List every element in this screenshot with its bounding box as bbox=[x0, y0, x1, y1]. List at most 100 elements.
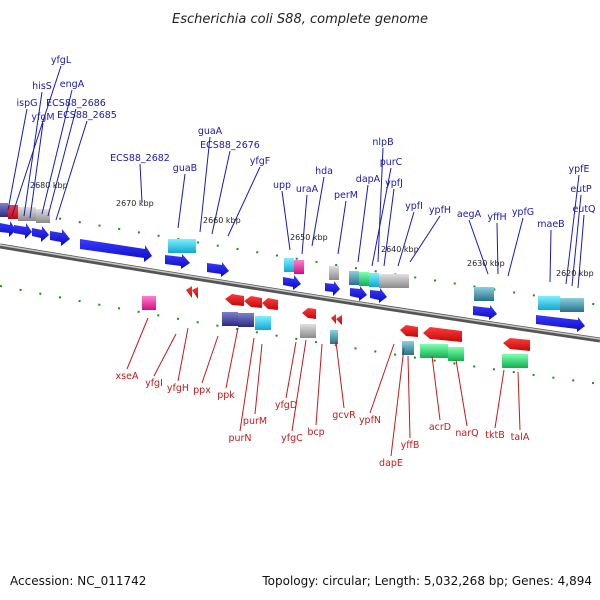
feature-box[interactable] bbox=[474, 287, 494, 301]
reverse-gene-label[interactable]: yfgC bbox=[281, 433, 303, 444]
forward-gene-label[interactable]: nlpB bbox=[372, 137, 393, 148]
reverse-gene-arrow[interactable] bbox=[244, 296, 262, 308]
forward-gene-label[interactable]: yffH bbox=[487, 212, 506, 223]
forward-gene-label[interactable]: uraA bbox=[296, 184, 319, 195]
forward-gene-label[interactable]: ypfH bbox=[429, 205, 451, 216]
feature-box[interactable] bbox=[255, 316, 271, 330]
forward-gene-arrow[interactable] bbox=[32, 226, 49, 242]
forward-gene-label[interactable]: hisS bbox=[32, 81, 52, 92]
forward-gene-label[interactable]: eutP bbox=[570, 184, 592, 195]
forward-gene-arrows bbox=[0, 221, 585, 332]
reverse-gene-label[interactable]: talA bbox=[511, 432, 530, 443]
forward-gene-arrow[interactable] bbox=[283, 275, 301, 290]
forward-gene-arrow[interactable] bbox=[536, 315, 585, 332]
reverse-gene-label[interactable]: dapE bbox=[379, 458, 403, 469]
forward-gene-label[interactable]: hda bbox=[315, 166, 333, 177]
reverse-gene-label[interactable]: purN bbox=[228, 433, 251, 444]
forward-gene-label[interactable]: ispG bbox=[17, 98, 38, 109]
forward-gene-arrow[interactable] bbox=[80, 239, 152, 262]
reverse-gene-arrow[interactable] bbox=[423, 327, 462, 342]
feature-box[interactable] bbox=[222, 312, 238, 326]
forward-gene-label[interactable]: engA bbox=[60, 79, 85, 90]
reverse-gene-label[interactable]: yfgH bbox=[167, 383, 189, 394]
reverse-gene-label[interactable]: ppk bbox=[217, 390, 235, 401]
forward-gene-arrow[interactable] bbox=[350, 286, 367, 301]
feature-box[interactable] bbox=[448, 347, 464, 361]
feature-box[interactable] bbox=[502, 354, 528, 368]
forward-gene-label[interactable]: upp bbox=[273, 180, 291, 191]
forward-gene-label[interactable]: ypfG bbox=[512, 207, 534, 218]
forward-leader-line bbox=[371, 167, 392, 267]
feature-box[interactable] bbox=[36, 209, 50, 223]
forward-gene-label[interactable]: dapA bbox=[356, 174, 381, 185]
feature-box[interactable] bbox=[560, 298, 584, 312]
reverse-gene-label[interactable]: gcvR bbox=[332, 410, 356, 421]
reverse-gene-label[interactable]: yfgD bbox=[275, 400, 297, 411]
feature-box[interactable] bbox=[402, 341, 414, 355]
forward-gene-arrow[interactable] bbox=[325, 281, 340, 296]
forward-gene-label[interactable]: ypfJ bbox=[385, 178, 403, 189]
forward-gene-arrow[interactable] bbox=[14, 223, 32, 239]
forward-gene-label[interactable]: ypfE bbox=[569, 164, 590, 175]
reverse-gene-arrow[interactable] bbox=[225, 294, 244, 306]
feature-box[interactable] bbox=[284, 258, 294, 272]
forward-gene-label[interactable]: yfgL bbox=[51, 55, 72, 66]
forward-gene-label[interactable]: eutQ bbox=[572, 204, 595, 215]
forward-gene-arrow[interactable] bbox=[165, 254, 190, 269]
feature-box[interactable] bbox=[238, 313, 254, 327]
forward-gene-label[interactable]: guaA bbox=[198, 126, 223, 137]
reverse-gene-label[interactable]: ypfN bbox=[359, 415, 381, 426]
forward-gene-label[interactable]: ECS88_2682 bbox=[110, 153, 170, 164]
forward-gene-arrow[interactable] bbox=[473, 305, 497, 320]
forward-gene-label[interactable]: perM bbox=[334, 190, 358, 201]
forward-gene-label[interactable]: ypfI bbox=[405, 201, 423, 212]
forward-gene-label[interactable]: aegA bbox=[457, 209, 482, 220]
feature-box[interactable] bbox=[0, 203, 8, 217]
reverse-gene-arrow[interactable] bbox=[262, 298, 278, 310]
reverse-leader-line bbox=[285, 341, 297, 399]
reverse-gene-arrow[interactable] bbox=[186, 286, 198, 299]
feature-box[interactable] bbox=[369, 273, 379, 287]
feature-box[interactable] bbox=[420, 344, 448, 358]
feature-box[interactable] bbox=[300, 324, 316, 338]
forward-gene-label[interactable]: yfgF bbox=[250, 156, 270, 167]
feature-box[interactable] bbox=[349, 271, 359, 285]
reverse-gene-label[interactable]: tktB bbox=[485, 430, 504, 441]
reverse-gene-label[interactable]: ppx bbox=[193, 385, 211, 396]
feature-box[interactable] bbox=[18, 207, 36, 221]
reverse-gene-arrow[interactable] bbox=[400, 325, 418, 337]
map-title: Escherichia coli S88, complete genome bbox=[172, 12, 428, 27]
feature-box[interactable] bbox=[379, 274, 409, 288]
forward-gene-label[interactable]: purC bbox=[380, 157, 403, 168]
scale-labels: 2680 kbp 2670 kbp 2660 kbp 2650 kbp 2640 kbp… bbox=[30, 181, 594, 278]
feature-box[interactable] bbox=[294, 260, 304, 274]
forward-gene-arrow[interactable] bbox=[207, 262, 229, 277]
forward-gene-label[interactable]: maeB bbox=[537, 219, 564, 230]
forward-gene-arrow[interactable] bbox=[50, 229, 70, 246]
forward-leader-line bbox=[11, 65, 62, 217]
reverse-gene-arrow[interactable] bbox=[503, 338, 530, 351]
forward-leader-line bbox=[47, 108, 77, 217]
feature-box[interactable] bbox=[538, 296, 560, 310]
feature-box[interactable] bbox=[329, 266, 339, 280]
forward-gene-label[interactable]: ECS88_2685 bbox=[57, 110, 117, 121]
forward-gene-arrow[interactable] bbox=[370, 288, 387, 303]
forward-gene-label[interactable]: yfgM bbox=[31, 112, 54, 123]
feature-box[interactable] bbox=[142, 296, 156, 310]
feature-box[interactable] bbox=[359, 272, 369, 286]
reverse-gene-arrow[interactable] bbox=[331, 314, 342, 325]
feature-box[interactable] bbox=[168, 239, 196, 253]
feature-box[interactable] bbox=[330, 330, 338, 344]
reverse-gene-label[interactable]: acrD bbox=[429, 422, 451, 433]
forward-gene-label[interactable]: guaB bbox=[173, 163, 197, 174]
reverse-gene-label[interactable]: yfgI bbox=[145, 378, 163, 389]
reverse-gene-label[interactable]: bcp bbox=[307, 427, 324, 438]
reverse-gene-label[interactable]: yffB bbox=[401, 440, 420, 451]
reverse-gene-label[interactable]: xseA bbox=[116, 371, 139, 382]
forward-gene-arrow[interactable] bbox=[0, 221, 16, 237]
forward-gene-label[interactable]: ECS88_2686 bbox=[46, 98, 106, 109]
forward-gene-label[interactable]: ECS88_2676 bbox=[200, 140, 260, 151]
reverse-gene-arrow[interactable] bbox=[302, 308, 316, 319]
reverse-gene-label[interactable]: narQ bbox=[455, 428, 478, 439]
reverse-gene-label[interactable]: purM bbox=[243, 416, 267, 427]
